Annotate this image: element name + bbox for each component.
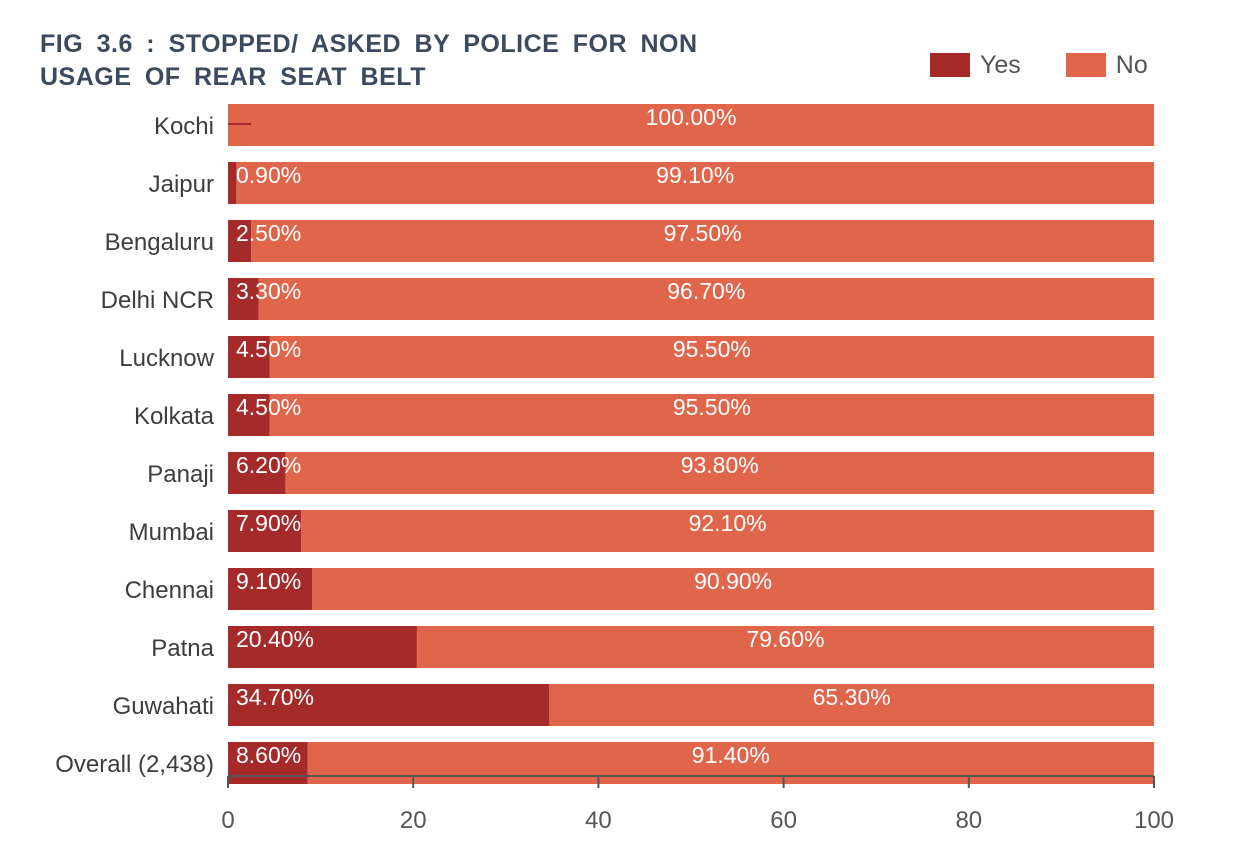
x-tick-label-1: 20 [400, 807, 427, 834]
value-label-yes-8: 9.10% [236, 568, 301, 594]
category-label-11: Overall (2,438) [55, 751, 214, 778]
bar-yes-1 [228, 162, 237, 204]
bar-no-3 [258, 278, 1155, 320]
value-label-yes-11: 8.60% [236, 742, 301, 768]
chart-title-line-1: FIG 3.6 : STOPPED/ ASKED BY POLICE FOR N… [40, 30, 698, 58]
bar-yes-2 [228, 220, 252, 262]
value-label-no-8: 90.90% [694, 568, 772, 594]
chart-title-line-2: USAGE OF REAR SEAT BELT [40, 63, 426, 91]
bar-no-10 [549, 684, 1154, 726]
bar-no-5 [269, 394, 1154, 436]
legend-swatch-yes [930, 53, 970, 77]
legend-item-yes: Yes [930, 51, 1021, 80]
x-tick-label-0: 0 [221, 807, 234, 834]
category-label-10: Guwahati [113, 693, 214, 720]
category-label-1: Jaipur [149, 171, 214, 198]
legend-label-no: No [1115, 50, 1148, 79]
bar-yes-6 [228, 452, 286, 494]
x-tick-label-4: 80 [955, 807, 982, 834]
value-label-no-10: 65.30% [813, 684, 891, 710]
value-label-no-3: 96.70% [667, 278, 745, 304]
category-label-0: Kochi [154, 113, 214, 140]
x-tick-label-5: 100 [1134, 807, 1174, 834]
value-label-no-9: 79.60% [746, 626, 824, 652]
chart-legend: Yes No [930, 50, 1148, 80]
value-label-no-7: 92.10% [689, 510, 767, 536]
bar-no-7 [301, 510, 1154, 552]
bar-yes-8 [228, 568, 313, 610]
value-label-no-1: 99.10% [656, 162, 734, 188]
bar-yes-5 [228, 394, 270, 436]
bar-no-4 [269, 336, 1154, 378]
bar-no-2 [251, 220, 1154, 262]
value-label-no-0: 100.00% [646, 104, 737, 130]
legend-swatch-no [1065, 53, 1106, 77]
legend-item-no: No [1065, 50, 1148, 80]
category-label-3: Delhi NCR [101, 287, 214, 314]
bar-no-0 [228, 104, 1154, 146]
bar-yes-9 [228, 626, 417, 668]
value-label-yes-6: 6.20% [236, 452, 301, 478]
category-label-2: Bengaluru [105, 229, 214, 256]
x-tick-label-2: 40 [585, 807, 612, 834]
bar-no-1 [236, 162, 1155, 204]
bar-yes-10 [228, 684, 550, 726]
category-label-6: Panaji [147, 461, 214, 488]
value-label-no-6: 93.80% [681, 452, 759, 478]
value-label-no-5: 95.50% [673, 394, 751, 420]
legend-label-yes: Yes [980, 50, 1021, 79]
category-label-7: Mumbai [129, 519, 214, 546]
value-label-yes-7: 7.90% [236, 510, 301, 536]
value-label-yes-10: 34.70% [236, 684, 314, 710]
value-label-yes-2: 2.50% [236, 220, 301, 246]
category-label-4: Lucknow [119, 345, 214, 372]
value-label-no-4: 95.50% [673, 336, 751, 362]
value-label-yes-1: 0.90% [236, 162, 301, 188]
bar-yes-7 [228, 510, 302, 552]
category-label-9: Patna [151, 635, 214, 662]
bar-yes-3 [228, 278, 259, 320]
x-tick-label-3: 60 [770, 807, 797, 834]
chart-title: FIG 3.6 : STOPPED/ ASKED BY POLICE FOR N… [40, 28, 760, 94]
value-label-yes-9: 20.40% [236, 626, 314, 652]
value-label-yes-3: 3.30% [236, 278, 301, 304]
value-label-yes-4: 4.50% [236, 336, 301, 362]
category-label-8: Chennai [125, 577, 214, 604]
value-label-yes-5: 4.50% [236, 394, 301, 420]
value-label-no-11: 91.40% [692, 742, 770, 768]
bar-no-6 [285, 452, 1154, 494]
category-label-5: Kolkata [134, 403, 215, 430]
bar-no-9 [416, 626, 1154, 668]
bar-no-8 [312, 568, 1154, 610]
bar-yes-4 [228, 336, 270, 378]
value-label-no-2: 97.50% [664, 220, 742, 246]
